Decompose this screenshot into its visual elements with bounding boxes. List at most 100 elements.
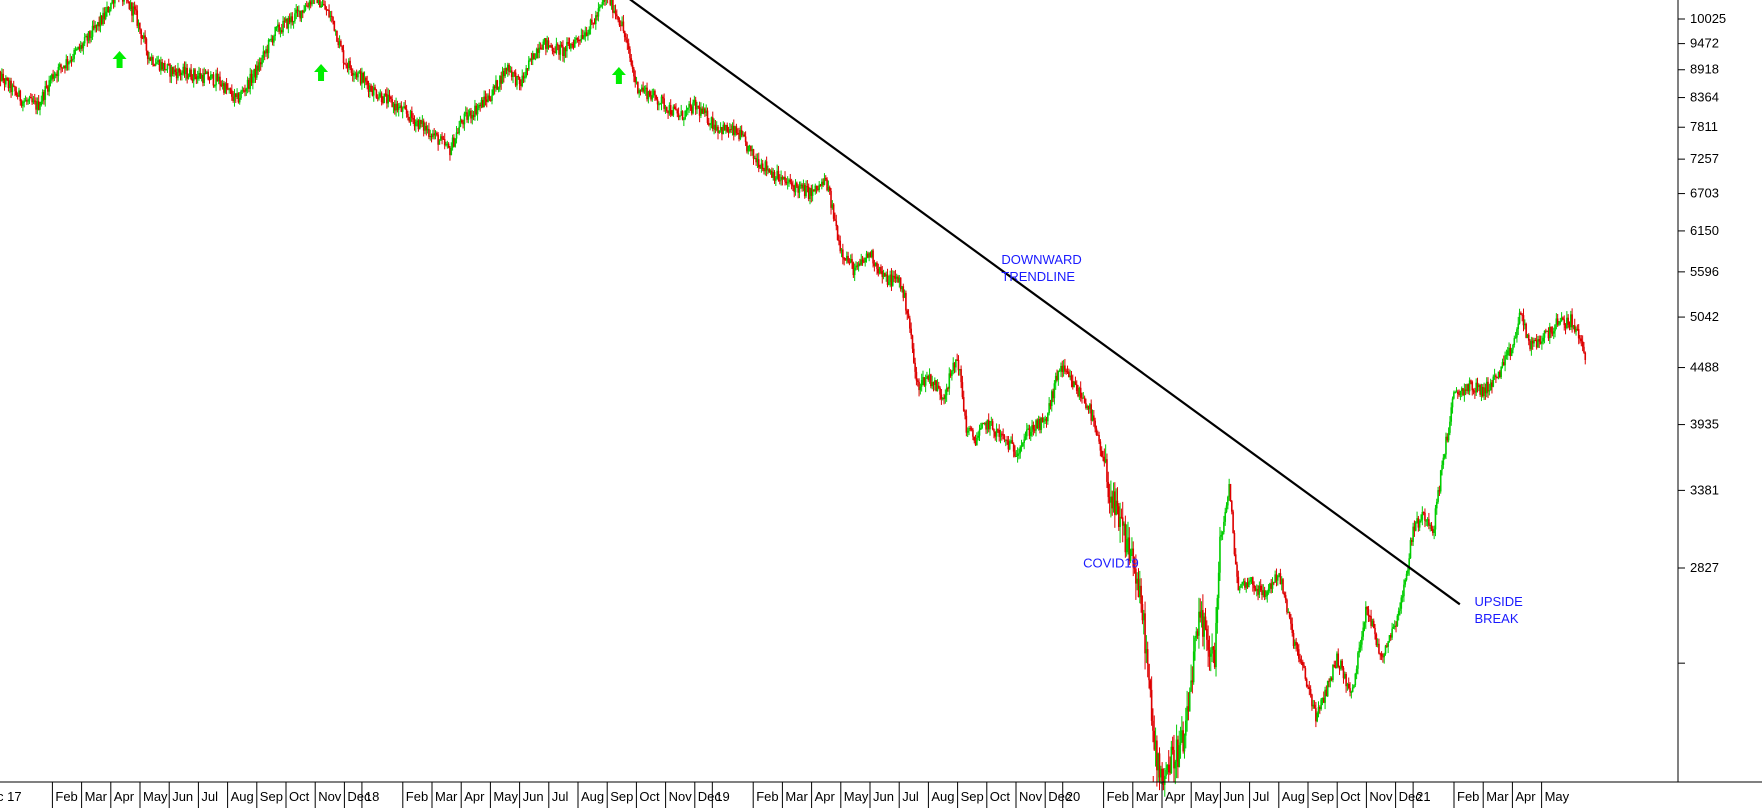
candle-body xyxy=(1358,647,1361,653)
candle-body xyxy=(1220,535,1223,537)
candle-body xyxy=(361,72,363,84)
candle-body xyxy=(14,86,16,92)
candle-body xyxy=(417,120,420,130)
candle-body xyxy=(684,110,686,120)
candle-body xyxy=(160,62,162,71)
candle-body xyxy=(965,415,968,433)
candle-body xyxy=(685,109,688,111)
candle-body xyxy=(182,66,185,73)
candle-body xyxy=(1451,398,1454,408)
candle-body xyxy=(932,382,935,385)
candle-body xyxy=(191,79,194,82)
candle-body xyxy=(533,53,535,60)
candle-body xyxy=(843,257,845,260)
x-tick-label: May xyxy=(143,789,168,804)
candle-body xyxy=(761,163,764,169)
candle-body xyxy=(1120,516,1123,518)
candle-body xyxy=(48,80,50,92)
candle-body xyxy=(1466,384,1468,391)
candle-body xyxy=(864,257,866,263)
candle-body xyxy=(876,262,878,269)
candle-body xyxy=(37,101,40,110)
candle-body xyxy=(1171,746,1174,751)
candle-body xyxy=(1386,645,1388,647)
x-tick-label: Mar xyxy=(1486,789,1509,804)
candle-body xyxy=(1496,377,1499,379)
candle-body xyxy=(178,68,181,73)
candle-body xyxy=(1564,325,1567,329)
candle-body xyxy=(1455,391,1458,393)
candle-body xyxy=(165,69,167,71)
x-tick-label: Mar xyxy=(785,789,808,804)
candle-body xyxy=(1502,362,1505,366)
candle-body xyxy=(47,86,49,92)
candle-body xyxy=(491,95,493,101)
candle-body xyxy=(1127,537,1129,539)
candle-body xyxy=(898,277,901,283)
candle-body xyxy=(157,60,160,63)
candle-body xyxy=(1579,338,1581,340)
candle-body xyxy=(262,51,265,58)
candle-body xyxy=(1467,384,1470,392)
candle-body xyxy=(43,91,45,100)
candle-body xyxy=(614,10,617,15)
candle-body xyxy=(1100,450,1103,457)
candle-body xyxy=(821,181,823,186)
candle-body xyxy=(56,73,58,77)
candle-body xyxy=(1345,673,1347,687)
candle-body xyxy=(259,62,262,65)
candle-body xyxy=(591,19,593,23)
candle-body xyxy=(1428,519,1430,526)
candle-body xyxy=(1287,612,1290,614)
candle-body xyxy=(832,204,835,219)
candle-body xyxy=(347,60,350,69)
candle-body xyxy=(1584,352,1587,360)
candle-body xyxy=(1340,660,1342,670)
candle-body xyxy=(961,382,964,398)
candle-body xyxy=(1191,680,1194,683)
candle-body xyxy=(848,262,851,264)
candle-body xyxy=(1032,425,1035,430)
candle-body xyxy=(618,20,621,26)
candle-body xyxy=(365,77,367,81)
candle-body xyxy=(139,22,141,30)
candle-body xyxy=(29,97,32,99)
candle-body xyxy=(1412,526,1414,542)
candle-body xyxy=(1049,403,1052,407)
candle-body xyxy=(295,9,298,14)
candle-body xyxy=(973,436,976,441)
x-tick-label: Jul xyxy=(902,789,919,804)
candle-body xyxy=(1263,590,1266,597)
candle-body xyxy=(663,98,665,109)
candle-body xyxy=(252,76,254,83)
candle-body xyxy=(1315,708,1317,722)
candle-body xyxy=(788,179,790,183)
candle-body xyxy=(391,99,393,107)
candle-body xyxy=(1016,453,1019,456)
candle-body xyxy=(919,386,922,391)
candle-body xyxy=(994,431,997,437)
candle-body xyxy=(1131,548,1133,550)
candle-body xyxy=(286,18,288,29)
downward-trendline xyxy=(629,0,1461,606)
candle-body xyxy=(1527,334,1530,341)
candle-body xyxy=(183,66,186,75)
candle-body xyxy=(213,85,216,87)
candle-body xyxy=(24,100,27,102)
candle-body xyxy=(1173,750,1175,769)
candle-body xyxy=(517,75,520,78)
candle-body xyxy=(1393,625,1396,627)
candle-body xyxy=(948,373,951,389)
candle-body xyxy=(612,0,614,13)
candle-body xyxy=(1443,454,1446,458)
candle-body xyxy=(1453,392,1455,399)
candle-body xyxy=(637,81,639,94)
candle-body xyxy=(1181,730,1183,743)
candle-body xyxy=(390,96,392,100)
candle-body xyxy=(686,107,689,110)
candle-body xyxy=(497,87,500,90)
candle-body xyxy=(543,38,546,42)
x-tick-label: Jun xyxy=(873,789,894,804)
candle-body xyxy=(719,127,722,131)
candle-body xyxy=(393,103,396,111)
